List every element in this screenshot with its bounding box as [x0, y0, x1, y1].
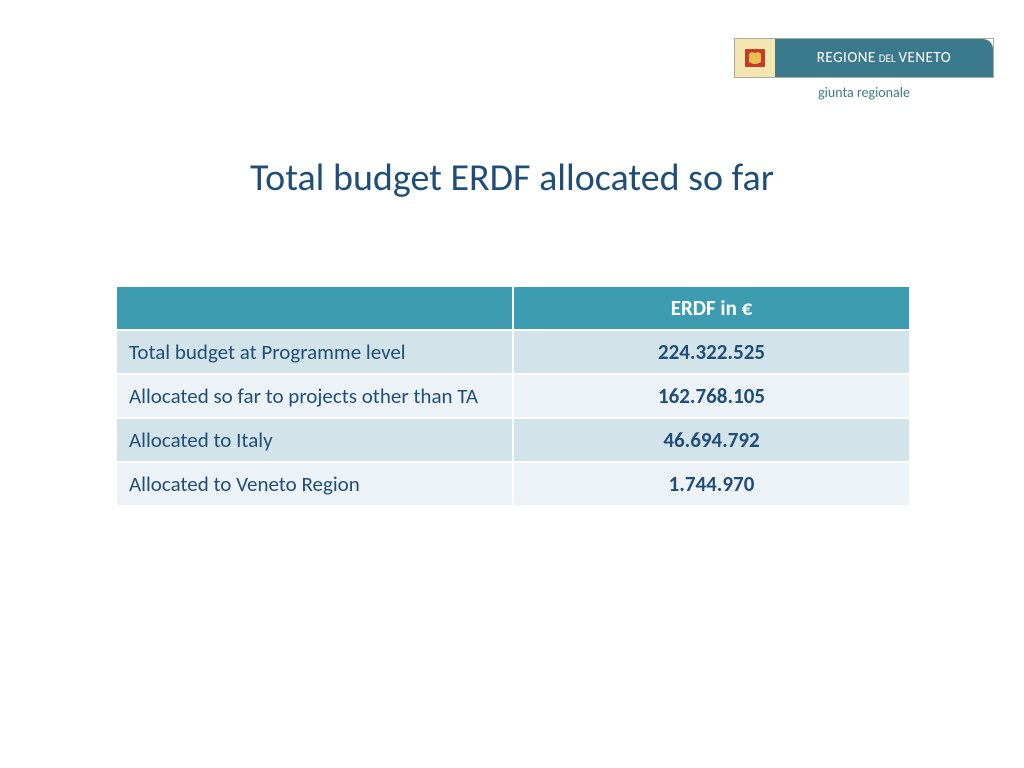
row-label: Allocated so far to projects other than … — [116, 374, 513, 418]
header-logo: REGIONE DEL VENETO giunta regionale — [734, 38, 994, 101]
table-row: Allocated to Italy 46.694.792 — [116, 418, 910, 462]
table-row: Total budget at Programme level 224.322.… — [116, 330, 910, 374]
lion-emblem-icon — [735, 39, 775, 77]
logo-subtitle: giunta regionale — [734, 84, 994, 101]
logo-word-3: VENETO — [899, 49, 952, 67]
table-header-erdf: ERDF in € — [513, 286, 910, 330]
page-title: Total budget ERDF allocated so far — [0, 155, 1024, 201]
row-label: Allocated to Veneto Region — [116, 462, 513, 506]
table-row: Allocated to Veneto Region 1.744.970 — [116, 462, 910, 506]
budget-table-container: ERDF in € Total budget at Programme leve… — [115, 285, 911, 507]
logo-text: REGIONE DEL VENETO — [775, 39, 993, 77]
table-row: Allocated so far to projects other than … — [116, 374, 910, 418]
logo-word-2: DEL — [879, 52, 896, 65]
logo-word-1: REGIONE — [817, 49, 876, 67]
row-value: 1.744.970 — [513, 462, 910, 506]
row-value: 46.694.792 — [513, 418, 910, 462]
row-value: 162.768.105 — [513, 374, 910, 418]
row-label: Total budget at Programme level — [116, 330, 513, 374]
row-label: Allocated to Italy — [116, 418, 513, 462]
table-header-blank — [116, 286, 513, 330]
table-header-row: ERDF in € — [116, 286, 910, 330]
logo-bar: REGIONE DEL VENETO — [734, 38, 994, 78]
row-value: 224.322.525 — [513, 330, 910, 374]
budget-table: ERDF in € Total budget at Programme leve… — [115, 285, 911, 507]
